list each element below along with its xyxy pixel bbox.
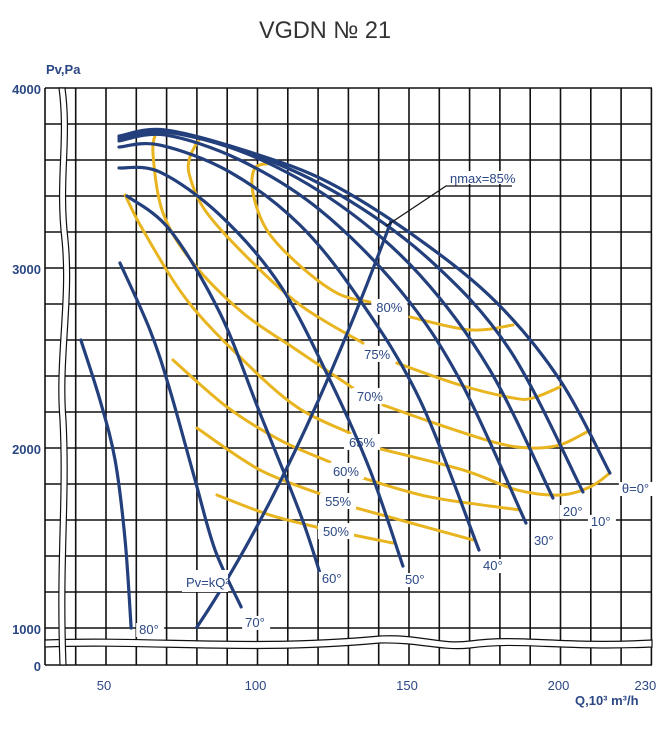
blade-angle-label: 10° (591, 514, 611, 529)
x-axis-break (58, 87, 71, 666)
efficiency-label-bg (351, 388, 388, 405)
blade-angle-label: 50° (405, 572, 425, 587)
efficiency-label-bg (327, 462, 364, 479)
y-tick-label: 4000 (12, 82, 41, 97)
eta-leader-line (385, 185, 512, 227)
efficiency-curves: 80%75%70%65%60%55%50% (123, 128, 612, 545)
efficiency-curve-right (381, 403, 589, 450)
system-curve-line (195, 220, 393, 629)
efficiency-label: 60% (333, 464, 359, 479)
blade-angle-curve (117, 141, 481, 552)
blade-angle-curve (117, 132, 528, 525)
efficiency-curve-right (351, 533, 395, 545)
blade-angle-label: 30° (534, 533, 554, 548)
axis-ticks: 4000 3000 2000 1000 0 50 100 150 200 230 (12, 82, 656, 693)
y-axis-title: Pv,Pa (46, 62, 81, 77)
efficiency-label: 50% (323, 524, 349, 539)
blade-label-bg (559, 505, 588, 520)
system-curve-label: Pv=kQ² (186, 575, 230, 590)
blade-angle-curve (79, 338, 133, 630)
blade-angle-curve (117, 129, 555, 500)
system-curve: Pv=kQ² ηmax=85% (182, 171, 516, 629)
blade-label-bg (530, 534, 559, 549)
blade-label-bg (242, 615, 271, 630)
efficiency-label-bg (371, 298, 408, 315)
eta-max-label: ηmax=85% (450, 171, 516, 186)
x-tick-label: 150 (396, 678, 418, 693)
efficiency-curve-left (123, 193, 352, 435)
y-tick-label: 3000 (12, 262, 41, 277)
x-axis-title: Q,10³ m³/h (575, 693, 639, 708)
y-tick-label: 0 (34, 659, 41, 674)
blade-label-bg (587, 514, 616, 529)
blade-angle-label: 60° (322, 571, 342, 586)
blade-angle-curve (118, 261, 243, 609)
eta-label-bg (448, 171, 508, 184)
blade-label-bg (618, 482, 655, 497)
blade-label-bg (318, 571, 347, 586)
y-tick-label: 2000 (12, 442, 41, 457)
efficiency-label-bg (317, 523, 354, 540)
blade-angle-curves: θ=0° 10° 20° 30° 40° 50° 60° 70° 80° (79, 127, 655, 637)
blade-label-bg (479, 559, 508, 574)
blade-label-bg (136, 623, 165, 637)
efficiency-curve-left (171, 358, 332, 464)
efficiency-label: 70% (357, 389, 383, 404)
efficiency-label: 55% (325, 494, 351, 509)
blade-angle-label: 80° (139, 622, 159, 637)
efficiency-curve-left (151, 128, 355, 390)
efficiency-curve-right (395, 361, 562, 401)
x-axis-title-text: Q,10³ m³/h (575, 693, 639, 708)
system-label-bg (182, 570, 228, 592)
blade-label-bg (401, 573, 430, 588)
blade-angle-label: 70° (245, 615, 265, 630)
efficiency-label-bg (320, 493, 357, 509)
blade-angle-curve (117, 165, 405, 568)
blade-angle-curve (125, 194, 322, 575)
efficiency-curve-right (351, 505, 475, 542)
efficiency-curve-left (195, 426, 325, 497)
efficiency-curve-right (361, 476, 522, 512)
efficiency-label: 75% (364, 347, 390, 362)
efficiency-label-bg (359, 345, 396, 362)
y-axis-break (44, 635, 653, 650)
blade-angle-label: 40° (483, 558, 503, 573)
efficiency-curve-left (186, 136, 365, 345)
efficiency-label-bg (344, 433, 381, 450)
grid (44, 87, 653, 666)
x-tick-label: 230 (635, 678, 657, 693)
efficiency-label: 80% (376, 300, 402, 315)
x-tick-label: 200 (548, 678, 570, 693)
y-tick-label: 1000 (12, 622, 41, 637)
chart-title: VGDN № 21 (259, 17, 391, 44)
x-tick-label: 100 (245, 678, 267, 693)
blade-angle-label: 20° (563, 504, 583, 519)
x-tick-label: 50 (97, 678, 111, 693)
efficiency-curve-left (215, 493, 322, 530)
blade-angle-label: θ=0° (622, 481, 649, 496)
efficiency-curve-right (375, 446, 612, 497)
